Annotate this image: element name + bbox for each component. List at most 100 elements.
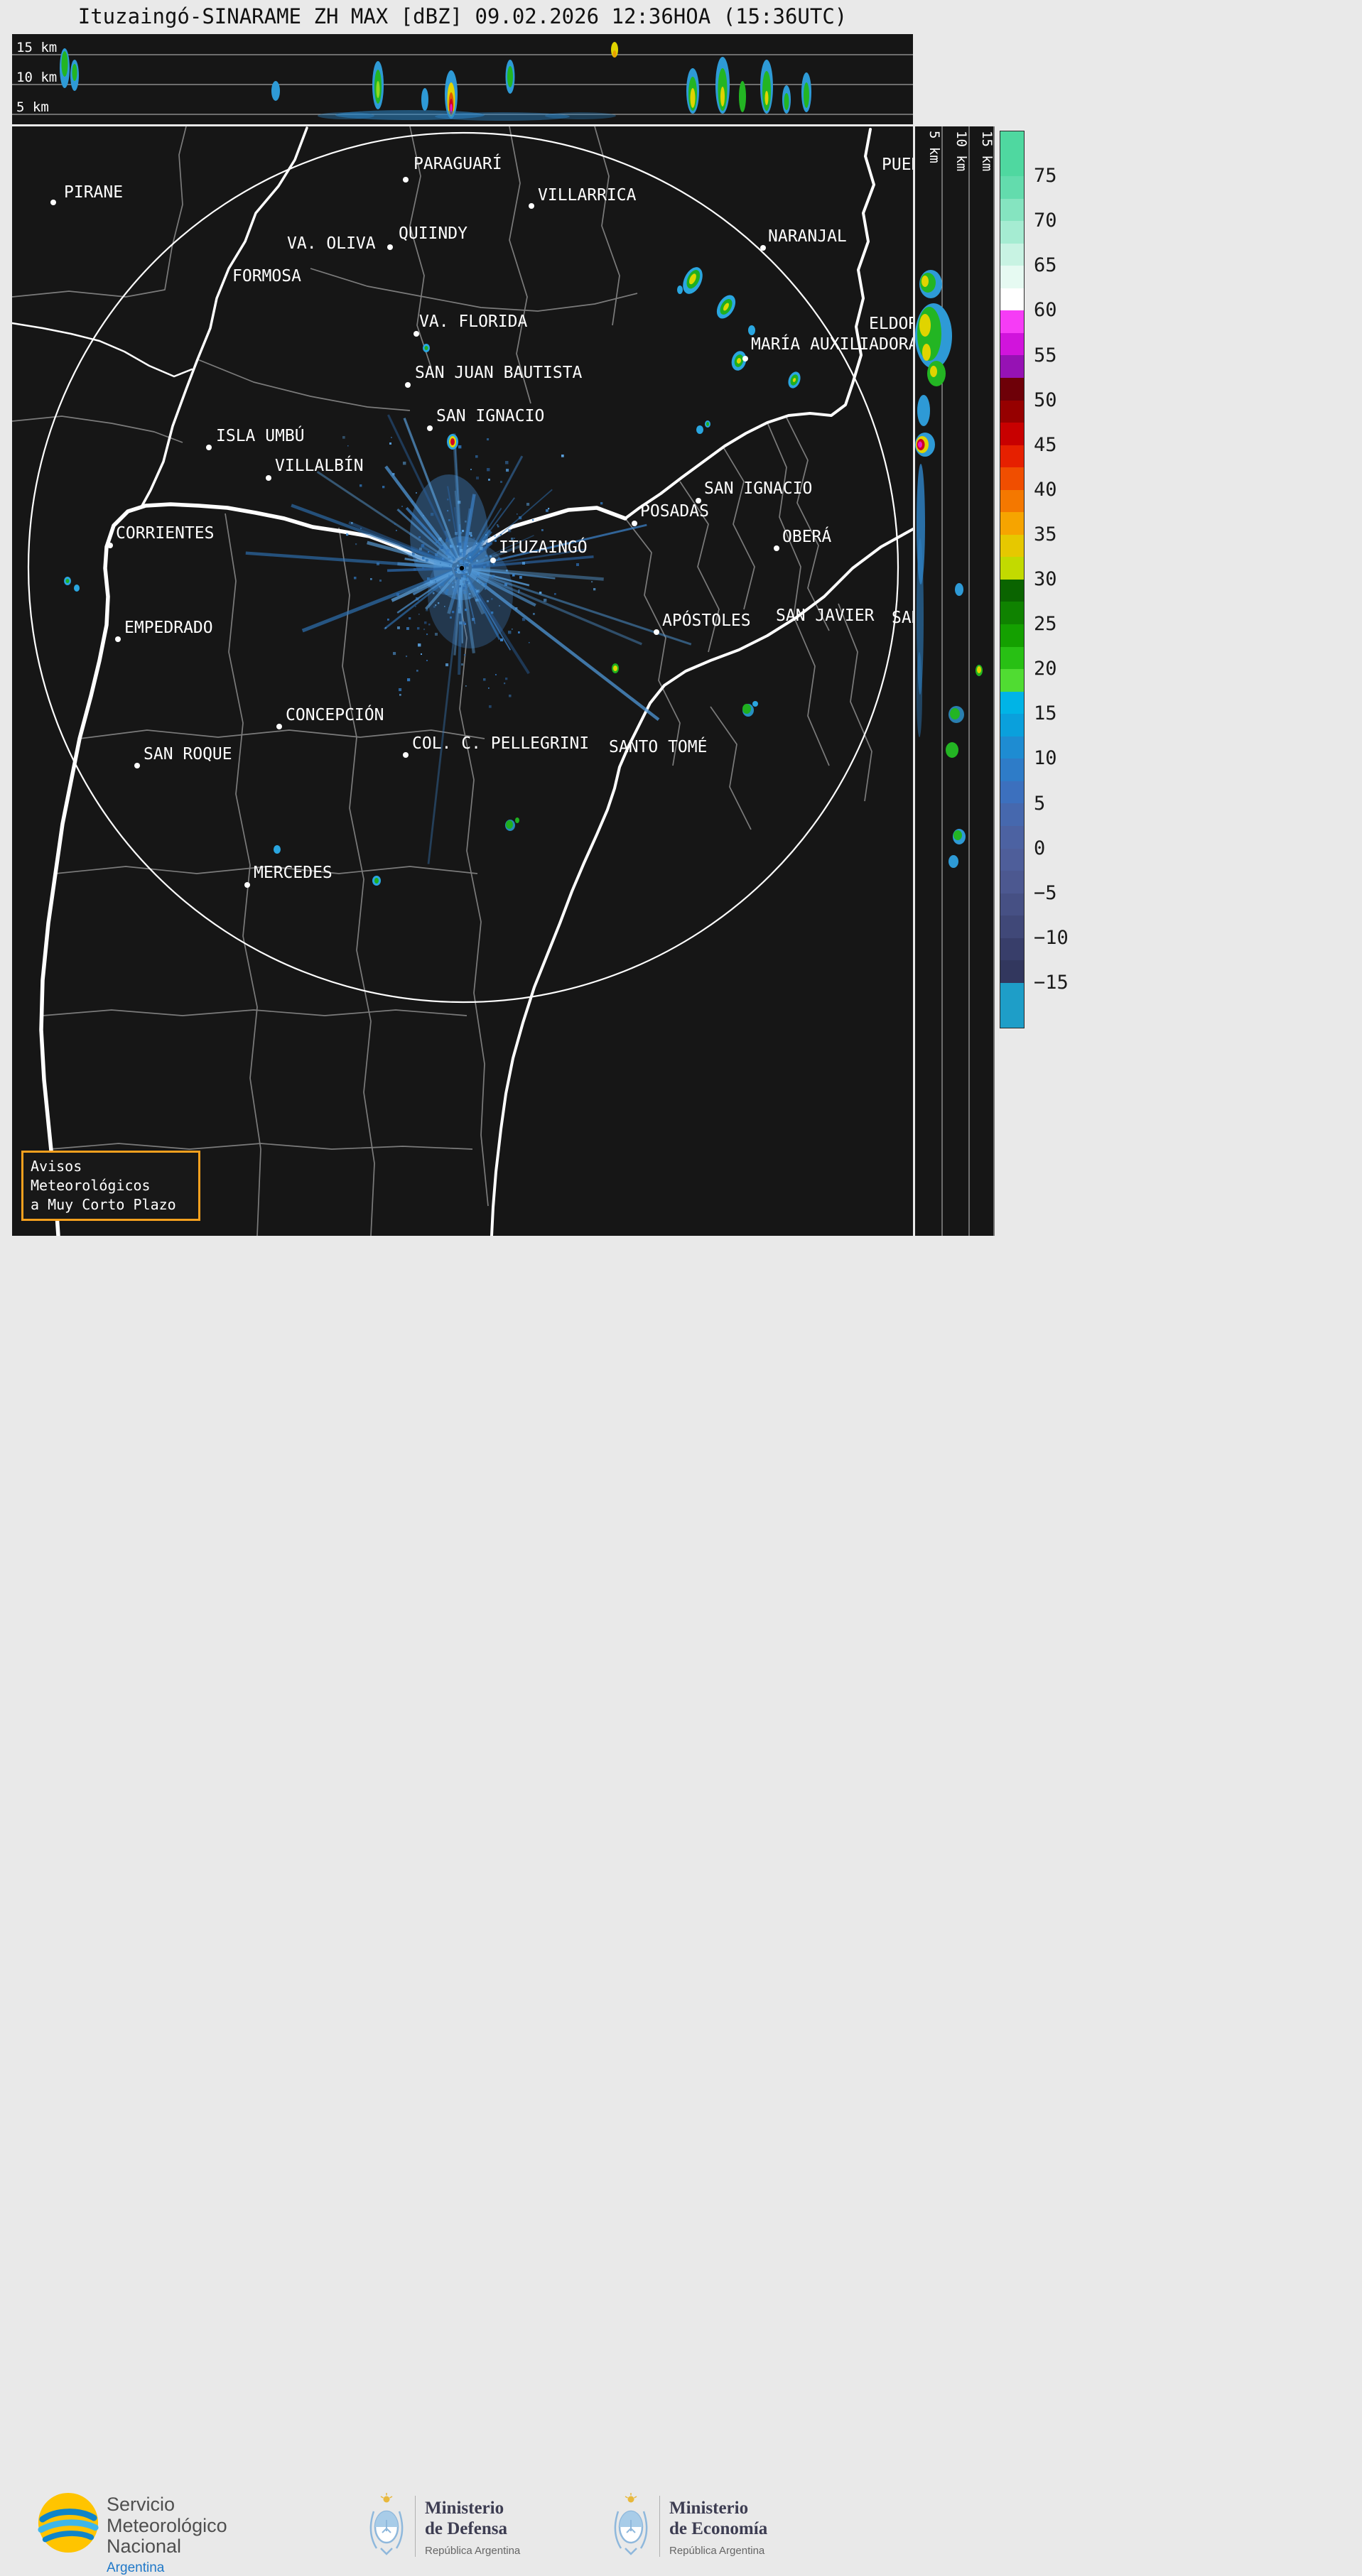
colorbar-ticks: 75 70 65 60 55 50 45 40 35 30 25 20 15 10 5 0 −5 −10 −15 <box>1000 131 1069 1028</box>
colorbar-segment <box>1000 624 1024 647</box>
colorbar-segments <box>1000 131 1025 1028</box>
colorbar-tick-label: 50 <box>1034 388 1057 411</box>
colorbar-segment <box>1000 423 1024 445</box>
ministry-text: Ministerio de Defensa República Argentin… <box>425 2499 520 2557</box>
right-cross-section-graphics <box>915 126 995 1236</box>
colorbar-segment <box>1000 781 1024 804</box>
colorbar-tick-label: 35 <box>1034 523 1057 545</box>
colorbar-segment <box>1000 669 1024 692</box>
footer: Servicio Meteorológico Nacional Argentin… <box>0 1236 1362 2575</box>
colorbar-segment <box>1000 489 1024 513</box>
colorbar-tick-label: 45 <box>1034 433 1057 456</box>
colorbar-segment <box>1000 871 1024 893</box>
colorbar-segment <box>1000 579 1024 602</box>
warning-line: a Muy Corto Plazo <box>31 1196 176 1213</box>
ministry-name-line: Ministerio <box>669 2499 749 2518</box>
colorbar-segment <box>1000 825 1024 849</box>
colorbar-tick-label: 15 <box>1034 702 1057 725</box>
warning-box: Avisos Meteorológicos a Muy Corto Plazo <box>21 1151 200 1221</box>
colorbar-segment <box>1000 646 1024 670</box>
smn-country: Argentina <box>107 2560 165 2576</box>
colorbar-segment <box>1000 714 1024 737</box>
colorbar-segment <box>1000 445 1024 468</box>
colorbar-segment <box>1000 198 1024 222</box>
altitude-label-10km: 10 km <box>953 131 969 172</box>
ministry-name-line: de Economía <box>669 2518 768 2538</box>
smn-name-line: Nacional <box>107 2536 182 2558</box>
colorbar-tick-label: 40 <box>1034 478 1057 501</box>
smn-wordmark: Servicio Meteorológico Nacional Argentin… <box>107 2494 227 2576</box>
colorbar-segment <box>1000 759 1024 781</box>
colorbar-segment <box>1000 691 1024 714</box>
ministry-subtitle: República Argentina <box>425 2544 521 2557</box>
cross-section-echoes <box>60 42 811 121</box>
colorbar-segment <box>1000 893 1024 916</box>
storm-echoes <box>64 267 801 886</box>
right-cross-section-panel: 5 km 10 km 15 km <box>915 126 995 1236</box>
lockup-divider <box>659 2496 660 2557</box>
altitude-label-15km: 15 km <box>16 40 58 55</box>
colorbar-segment <box>1000 467 1024 490</box>
colorbar-tick-label: 0 <box>1034 837 1046 859</box>
colorbar-segment <box>1000 176 1024 199</box>
radar-map-graphics <box>12 126 913 1236</box>
colorbar-tick-label: 5 <box>1034 792 1046 815</box>
colorbar-tick-label: 65 <box>1034 254 1057 277</box>
province-boundaries <box>12 126 872 1236</box>
radar-site-marker <box>459 565 465 571</box>
colorbar-tick-label: 30 <box>1034 568 1057 590</box>
colorbar-segment <box>1000 848 1024 871</box>
colorbar-segment <box>1000 288 1024 311</box>
colorbar-segment <box>1000 355 1024 379</box>
lockup-divider <box>415 2496 416 2557</box>
product-title: Ituzaingó-SINARAME ZH MAX [dBZ] 09.02.20… <box>77 4 848 28</box>
colorbar-segment <box>1000 332 1024 356</box>
altitude-label-10km: 10 km <box>16 70 58 85</box>
colorbar-segment <box>1000 243 1024 266</box>
altitude-label-5km: 5 km <box>16 99 49 115</box>
colorbar-tick-label: 10 <box>1034 747 1057 770</box>
cross-section-echoes <box>915 270 983 868</box>
colorbar-segment <box>1000 982 1024 1028</box>
colorbar-segment <box>1000 938 1024 961</box>
colorbar-tick-label: −10 <box>1034 926 1069 949</box>
ministry-text: Ministerio de Economía República Argenti… <box>669 2499 767 2557</box>
colorbar-tick-label: −5 <box>1034 881 1057 904</box>
colorbar-tick-label: 60 <box>1034 299 1057 322</box>
colorbar: 75 70 65 60 55 50 45 40 35 30 25 20 15 10 5 0 −5 −10 −15 <box>1000 131 1069 1028</box>
colorbar-tick-label: 55 <box>1034 344 1057 366</box>
colorbar-segment <box>1000 131 1024 177</box>
colorbar-tick-label: 25 <box>1034 613 1057 636</box>
altitude-label-15km: 15 km <box>979 131 995 172</box>
ministry-name-line: Ministerio <box>425 2499 504 2518</box>
top-cross-section-panel: 15 km 10 km 5 km <box>12 34 913 124</box>
colorbar-tick-label: 70 <box>1034 210 1057 232</box>
altitude-label-5km: 5 km <box>926 131 942 163</box>
range-ring <box>27 131 899 1004</box>
colorbar-segment <box>1000 736 1024 759</box>
smn-logo <box>38 2492 99 2553</box>
colorbar-segment <box>1000 915 1024 938</box>
colorbar-segment <box>1000 960 1024 983</box>
ministry-name-line: de Defensa <box>425 2518 507 2538</box>
smn-name-line: Meteorológico <box>107 2514 227 2536</box>
smn-name-line: Servicio <box>107 2494 175 2515</box>
colorbar-segment <box>1000 803 1024 826</box>
colorbar-segment <box>1000 266 1024 288</box>
top-cross-section-graphics <box>12 42 913 121</box>
ministry-subtitle: República Argentina <box>669 2544 765 2557</box>
colorbar-segment <box>1000 310 1024 333</box>
colorbar-tick-label: 75 <box>1034 165 1057 188</box>
radar-product-screen: Ituzaingó-SINARAME ZH MAX [dBZ] 09.02.20… <box>0 4 1362 2575</box>
colorbar-segment <box>1000 378 1024 401</box>
colorbar-segment <box>1000 400 1024 423</box>
warning-line: Avisos Meteorológicos <box>31 1158 151 1194</box>
colorbar-segment <box>1000 602 1024 625</box>
colorbar-segment <box>1000 221 1024 244</box>
argentina-coat-of-arms <box>614 2493 648 2555</box>
radar-map-panel: PIRANE PARAGUARÍ VILLARRICA QUIINDY VA. OLIV… <box>12 126 913 1236</box>
colorbar-segment <box>1000 512 1024 535</box>
colorbar-segment <box>1000 534 1024 558</box>
argentina-coat-of-arms <box>369 2493 404 2555</box>
radar-clutter <box>245 414 692 864</box>
